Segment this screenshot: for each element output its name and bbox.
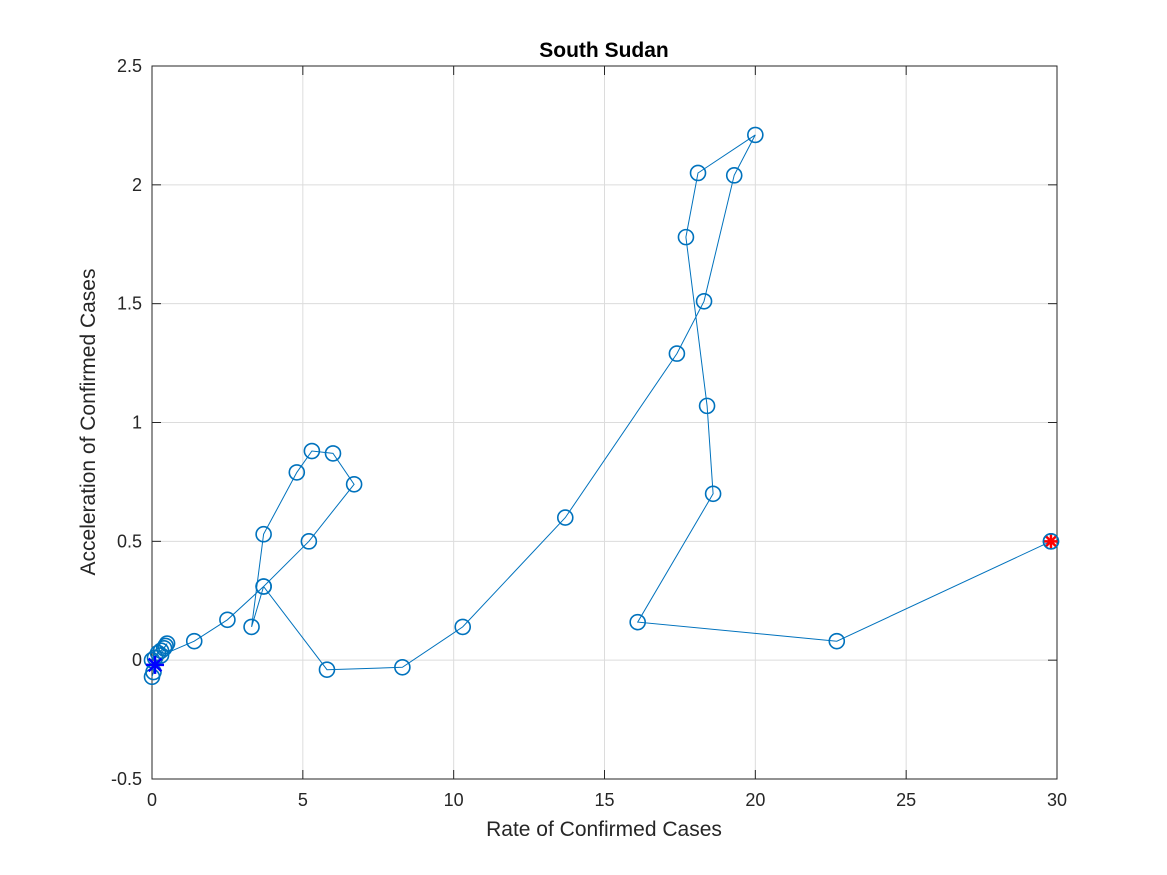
data-point [454, 618, 472, 636]
data-point [345, 475, 363, 493]
y-tick-label: 2 [132, 175, 142, 195]
y-tick-label: 2.5 [117, 56, 142, 76]
start-marker [146, 655, 165, 674]
data-point [243, 618, 260, 636]
end-marker-circle [1042, 533, 1060, 550]
asterisk-stroke [147, 657, 163, 673]
data-point [324, 445, 342, 462]
data-point [157, 637, 174, 655]
data-point [677, 228, 695, 246]
x-tick-label: 15 [594, 790, 614, 810]
y-tick-labels: -0.5 0 0.5 1 1.5 2 2.5 [111, 56, 142, 789]
data-point [689, 164, 707, 182]
data-point [698, 397, 716, 415]
data-point [394, 658, 411, 676]
y-tick-label: 1 [132, 413, 142, 433]
data-point [300, 533, 318, 550]
data-point [695, 292, 713, 310]
y-tick-label: 0 [132, 650, 142, 670]
data-point [828, 632, 846, 650]
data-point [255, 525, 272, 543]
end-marker [1042, 533, 1060, 550]
x-tick-label: 0 [147, 790, 157, 810]
data-point [629, 613, 646, 631]
x-tick-label: 25 [896, 790, 916, 810]
asterisk-stroke [1044, 534, 1058, 548]
data-point [556, 509, 574, 526]
data-point [725, 167, 743, 184]
data-point [704, 485, 722, 503]
x-axis-label: Rate of Confirmed Cases [486, 818, 722, 841]
x-tick-label: 30 [1047, 790, 1067, 810]
tick-marks [151, 65, 1058, 780]
data-point [668, 345, 686, 362]
x-tick-label: 20 [745, 790, 765, 810]
data-point [255, 578, 272, 595]
y-tick-label: 1.5 [117, 294, 142, 314]
y-axis-label: Acceleration of Confirmed Cases [77, 269, 100, 576]
x-tick-label: 10 [444, 790, 464, 810]
chart-title: South Sudan [539, 39, 669, 62]
data-point [318, 661, 336, 678]
x-tick-label: 5 [298, 790, 308, 810]
y-tick-label: 0.5 [117, 531, 142, 551]
series-line [151, 134, 1052, 677]
data-point [303, 442, 321, 460]
special-markers [146, 533, 1060, 674]
data-point [152, 647, 170, 664]
data-point [288, 464, 306, 481]
series-group [143, 126, 1060, 686]
data-point [219, 611, 236, 629]
data-point [185, 632, 203, 650]
y-tick-label: -0.5 [111, 769, 142, 789]
x-tick-labels: 0 5 10 15 20 25 30 [147, 790, 1067, 810]
data-point [747, 126, 764, 144]
data-point [155, 639, 173, 657]
